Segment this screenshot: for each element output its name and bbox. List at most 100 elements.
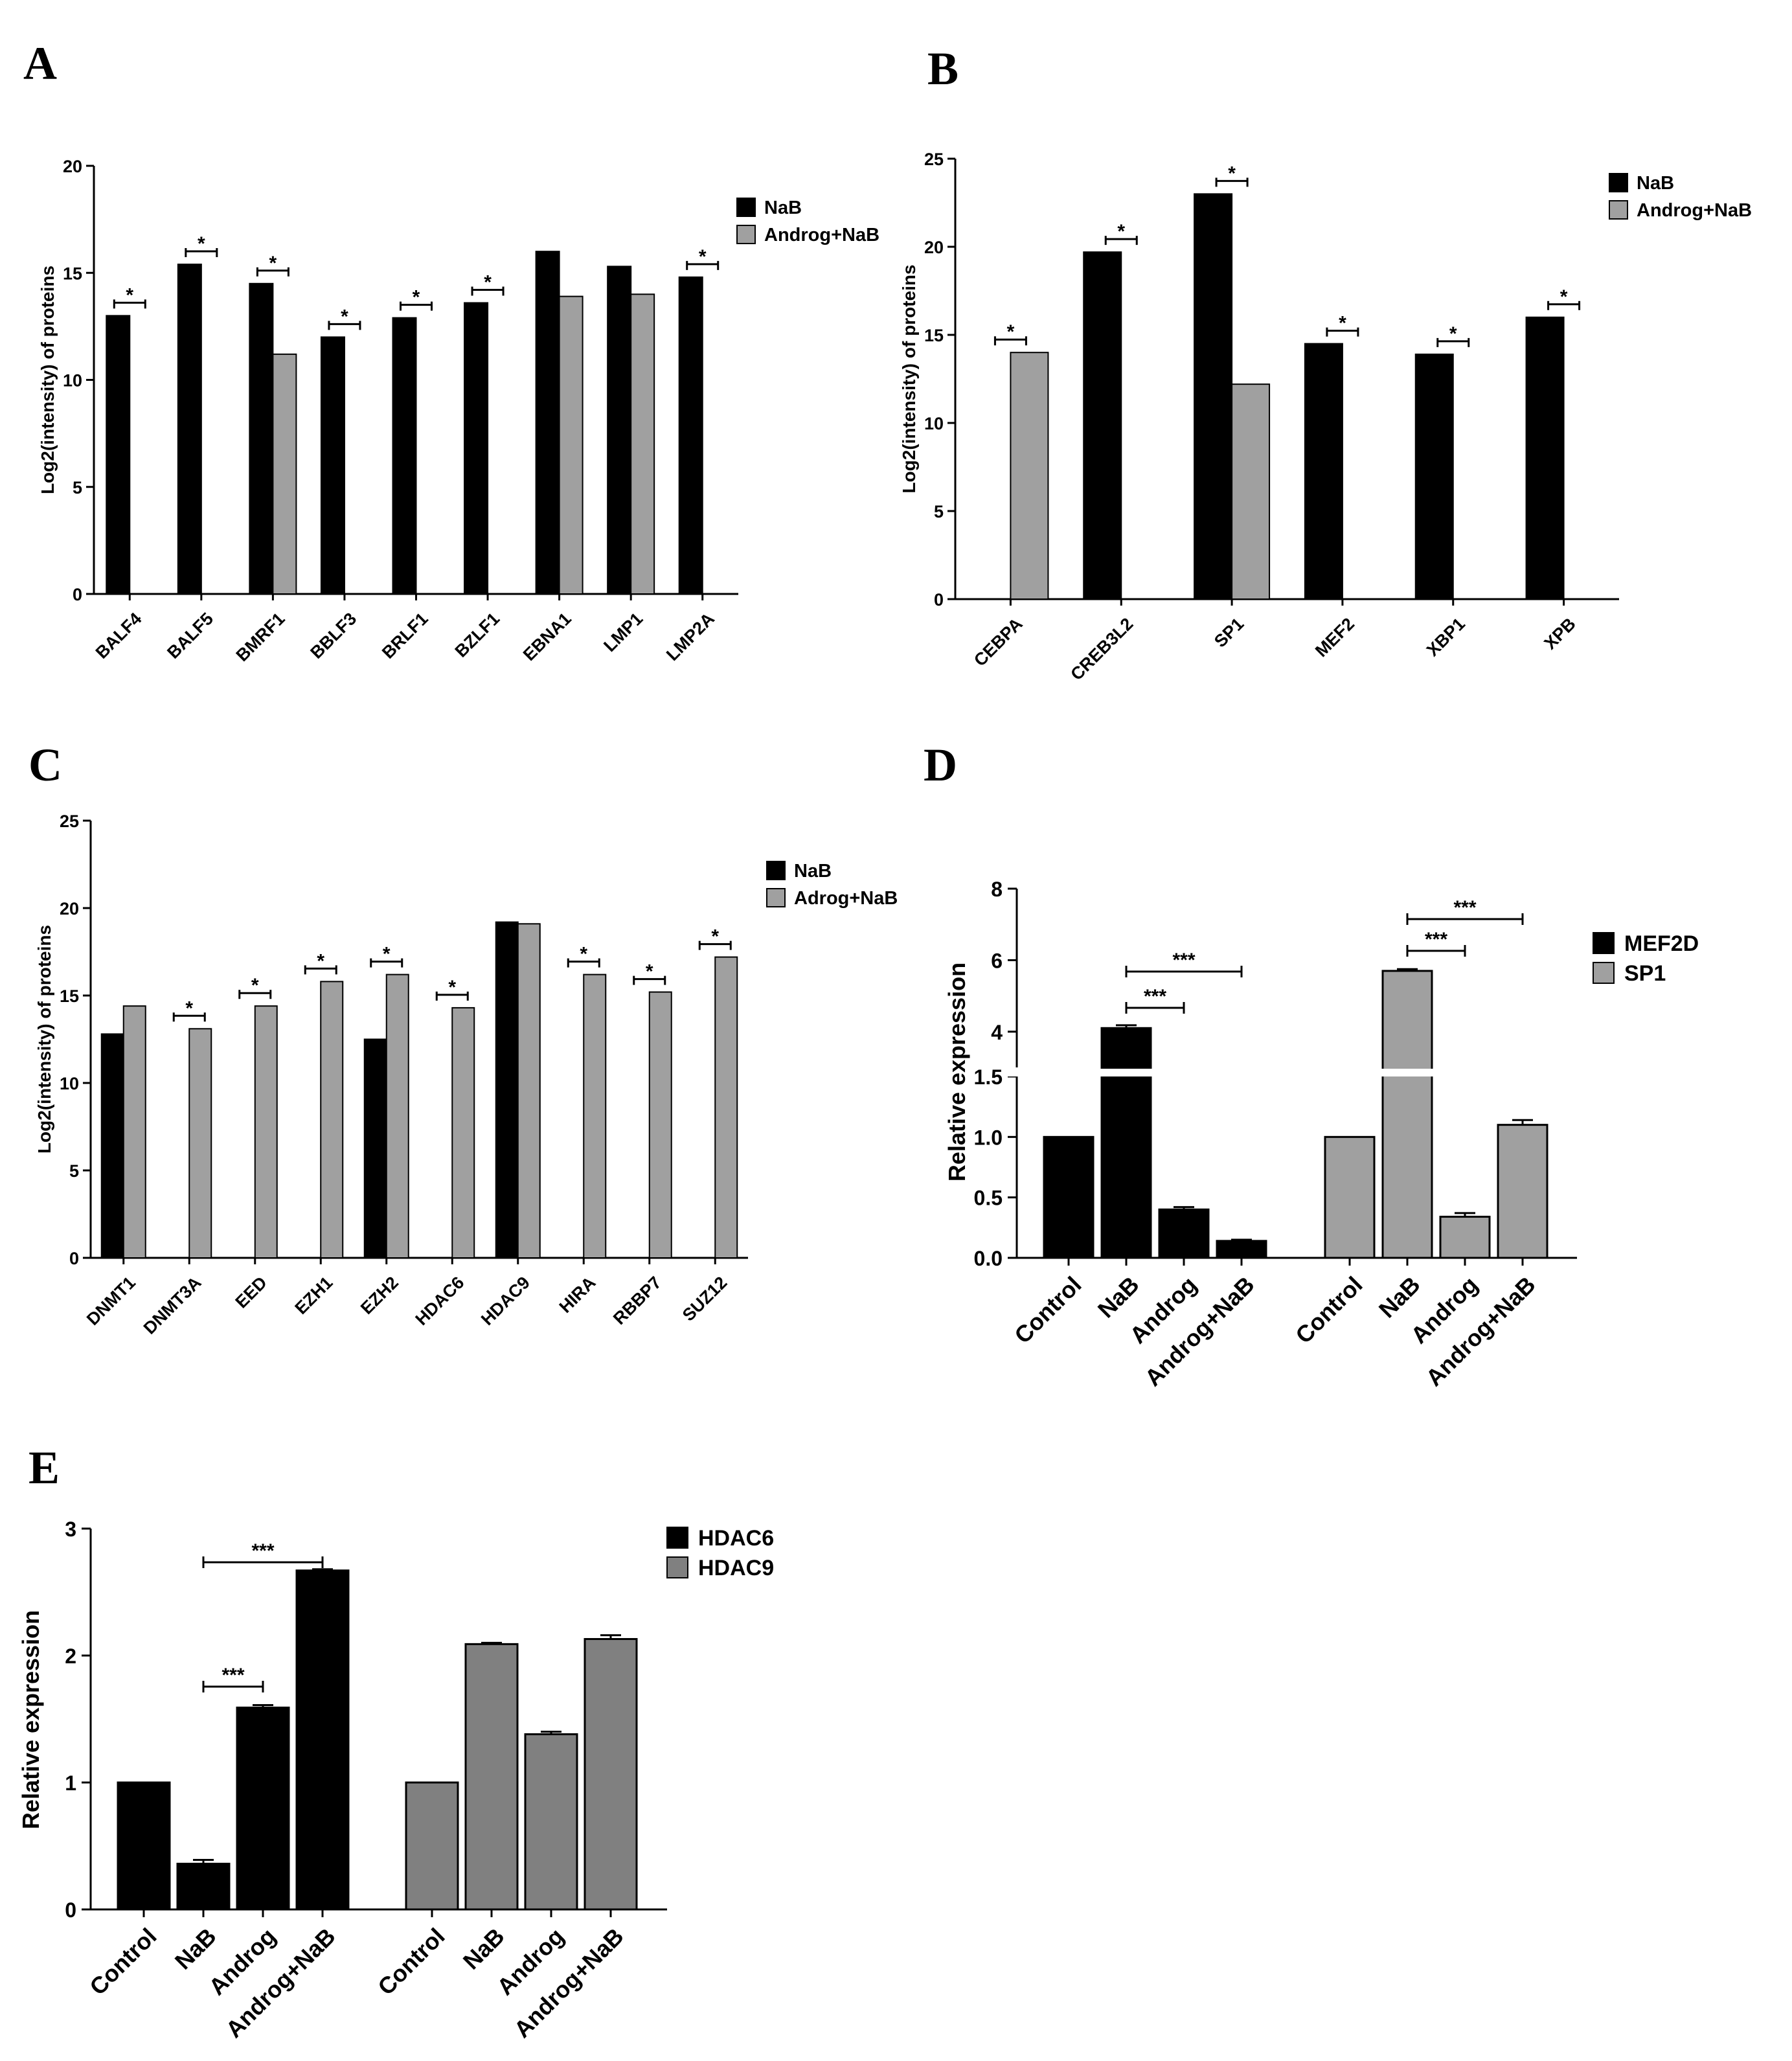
legend-swatch <box>666 1556 688 1578</box>
bar-hdac6 <box>236 1706 290 1911</box>
category-label: XBP1 <box>1423 614 1469 660</box>
category-label: NaB <box>170 1923 221 1975</box>
axis-break-gap <box>1004 1069 1577 1076</box>
bar-mef2d <box>1100 1027 1152 1259</box>
y-tick-label: 1.5 <box>974 1065 1003 1089</box>
y-axis-title: Log2(intensity) of proteins <box>34 925 54 1154</box>
category-label: BBLF3 <box>306 609 360 663</box>
panel-letter-b: B <box>927 43 958 95</box>
y-tick-label: 2 <box>65 1645 76 1668</box>
bar-nab <box>1194 193 1233 600</box>
significance-bracket <box>435 991 469 1001</box>
legend-swatch <box>1609 173 1628 192</box>
category-label: HDAC6 <box>412 1273 468 1329</box>
significance-label: * <box>1117 221 1125 242</box>
bar-nab <box>249 282 274 595</box>
significance-label: * <box>484 272 492 293</box>
chart-panel-c: 0 5 10 15 20 25 Log2(intensity) of proteins DNM… <box>34 812 898 1338</box>
significance-bracket <box>993 336 1027 346</box>
error-bar <box>600 1634 621 1639</box>
y-tick-label: 0 <box>69 1249 79 1268</box>
bar-hdac6 <box>117 1781 171 1911</box>
significance-bracket <box>686 260 720 270</box>
significance-bracket <box>370 958 403 968</box>
legend-swatch <box>666 1527 688 1549</box>
significance-label: * <box>126 284 133 306</box>
bar-adrog-nab <box>451 1007 475 1259</box>
error-bar <box>193 1859 214 1864</box>
error-bar <box>1455 1212 1475 1217</box>
category-label: MEF2 <box>1311 614 1358 661</box>
legend-label: SP1 <box>1624 961 1666 986</box>
significance-label: * <box>1228 163 1236 184</box>
y-tick-label: 10 <box>60 1074 79 1093</box>
bar-adrog-nab <box>517 923 541 1259</box>
significance-label: * <box>269 253 277 274</box>
category-label: NaB <box>458 1923 510 1975</box>
error-bar <box>1512 1119 1533 1125</box>
bar-nab <box>177 264 202 595</box>
bar-nab <box>363 1038 387 1258</box>
y-tick-label: 1.0 <box>974 1126 1003 1149</box>
y-tick-label: 4 <box>991 1021 1003 1044</box>
legend-swatch <box>1593 962 1615 984</box>
y-axis-title: Log2(intensity) of proteins <box>38 266 58 494</box>
category-label: NaB <box>1093 1271 1144 1323</box>
error-bar <box>253 1703 273 1708</box>
significance-bracket <box>113 299 146 309</box>
y-tick-label: 3 <box>65 1518 76 1541</box>
y-tick-label: 0 <box>934 590 944 609</box>
significance-label: * <box>1560 286 1568 308</box>
y-tick-label: 15 <box>63 264 82 283</box>
category-label: BZLF1 <box>451 609 504 661</box>
error-bar <box>1397 968 1418 971</box>
y-tick-label: 6 <box>991 949 1003 972</box>
y-tick-label: 15 <box>924 326 944 345</box>
significance-bracket <box>1104 236 1138 245</box>
y-axis-title: Relative expression <box>17 1610 44 1829</box>
significance-label: * <box>198 233 205 255</box>
category-label: LMP2A <box>663 609 718 665</box>
bar-adrog-nab <box>385 974 409 1258</box>
bar-sp1 <box>1439 1216 1491 1259</box>
significance-label: *** <box>251 1540 274 1562</box>
y-tick-label: 25 <box>60 812 79 831</box>
legend-swatch <box>1609 200 1628 220</box>
category-label: XPB <box>1540 614 1579 653</box>
y-axis-title: Relative expression <box>944 962 970 1181</box>
bar-nab <box>106 315 131 595</box>
significance-label: * <box>317 950 324 972</box>
bar-adrog-nab <box>122 1005 146 1258</box>
bar-hdac9 <box>464 1643 519 1911</box>
category-label: Control <box>1290 1271 1367 1349</box>
legend-label: HDAC9 <box>698 1556 774 1580</box>
significance-bracket <box>172 1012 206 1022</box>
y-tick-label: 5 <box>69 1161 79 1181</box>
category-label: LMP1 <box>600 609 646 655</box>
y-tick-label: 20 <box>60 899 79 918</box>
significance-bracket <box>328 321 361 330</box>
legend-label: NaB <box>794 861 832 882</box>
significance-label: *** <box>1425 929 1447 950</box>
bar-sp1 <box>1324 1135 1376 1259</box>
significance-bracket <box>202 1556 324 1568</box>
bar-androg-nab <box>1231 383 1271 600</box>
significance-bracket <box>400 301 433 311</box>
category-label: CREB3L2 <box>1067 614 1137 684</box>
y-tick-label: 0.0 <box>974 1247 1003 1270</box>
y-tick-label: 8 <box>991 878 1003 901</box>
bar-nab <box>1083 251 1122 600</box>
y-axis-title: Log2(intensity) of proteins <box>899 264 919 493</box>
significance-label: * <box>413 287 420 308</box>
y-tick-label: 1 <box>65 1771 76 1795</box>
bar-nab <box>464 302 489 595</box>
bar-hdac9 <box>524 1733 578 1911</box>
category-label: HDAC9 <box>477 1273 534 1329</box>
y-tick-label: 10 <box>924 414 944 433</box>
chart-panel-d: 0.0 0.5 1.0 1.5 4 6 8 Relative expression Contro… <box>944 878 1699 1391</box>
legend-swatch <box>736 198 756 217</box>
category-label: SUZ12 <box>679 1273 731 1325</box>
bar-androg-nab <box>272 353 297 595</box>
significance-label: *** <box>1172 950 1195 971</box>
y-tick-label: 5 <box>934 502 944 521</box>
